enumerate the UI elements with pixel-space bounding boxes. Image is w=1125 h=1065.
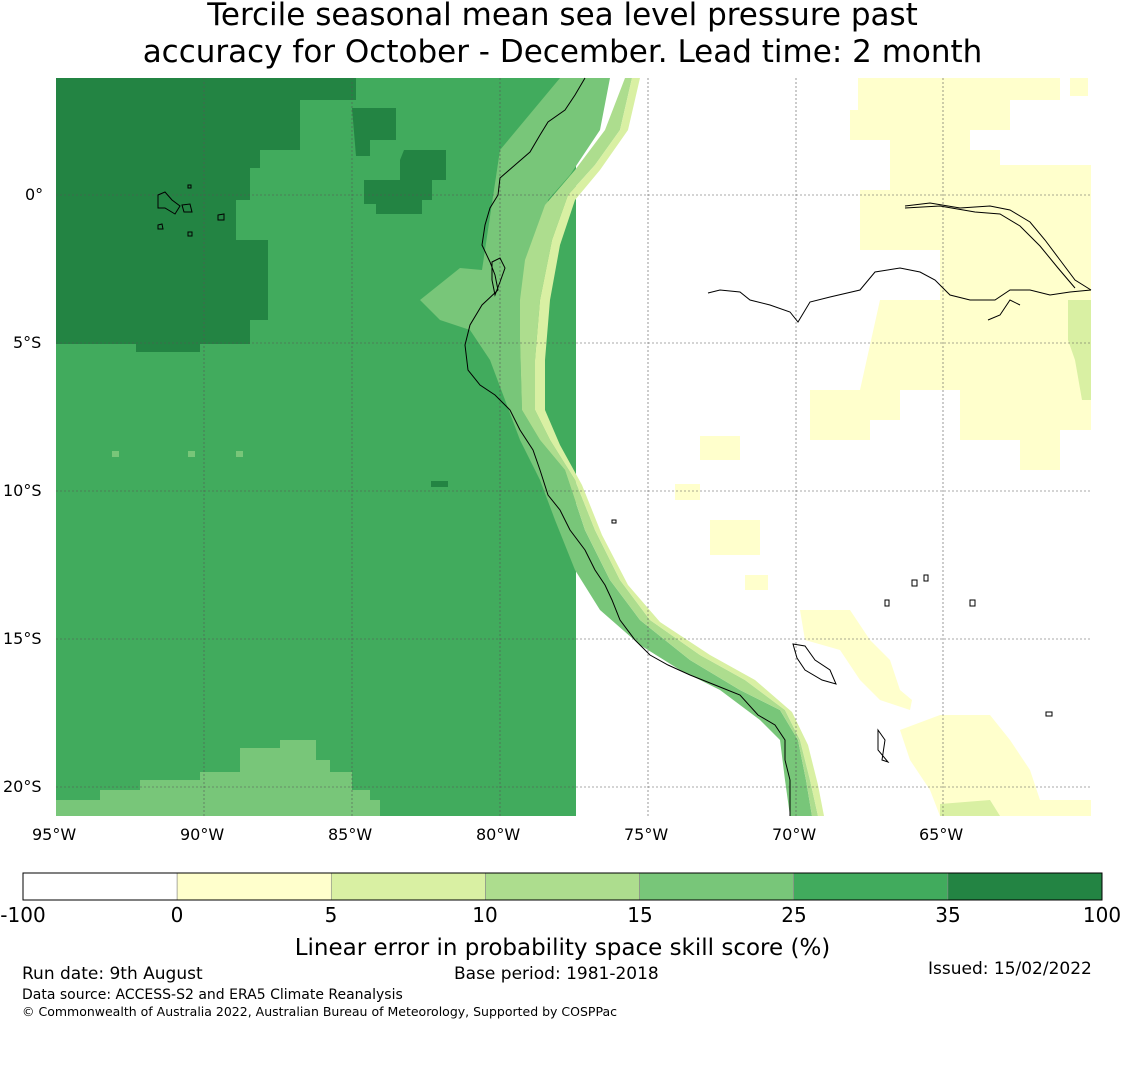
colorbar-tick: 25	[781, 903, 807, 927]
lake-titicaca	[792, 643, 837, 685]
lake-small-3	[923, 574, 929, 582]
region-5-10-east	[1068, 300, 1091, 400]
colorbar-segment	[22, 872, 178, 901]
region-15-25-southwest	[56, 740, 380, 816]
colorbar-tick: -100	[0, 903, 46, 927]
napo-river-branch	[904, 205, 1076, 289]
colorbar-tick: 5	[324, 903, 338, 927]
amazon-river	[707, 267, 1092, 323]
map-title-line2: accuracy for October - December. Lead ti…	[142, 34, 983, 70]
lake-small-6	[611, 519, 617, 524]
coastal-band-15-25	[420, 78, 812, 816]
lake-small-4	[969, 599, 976, 607]
colorbar-segment	[793, 872, 949, 901]
lake-poopo	[877, 728, 890, 764]
region-35-100-north	[352, 108, 396, 156]
colorbar-segment	[330, 872, 486, 901]
colorbar-segment	[639, 872, 795, 901]
coastlines	[157, 77, 1092, 816]
region-35-100-northwest	[56, 78, 356, 352]
pixel-15-25	[112, 451, 119, 457]
colorbar-tick: 15	[627, 903, 653, 927]
lat-label-15s: 15°S	[3, 629, 42, 648]
lon-label-85w: 85°W	[328, 825, 373, 844]
copyright: © Commonwealth of Australia 2022, Austra…	[22, 1004, 617, 1019]
gridlines	[56, 78, 1091, 816]
colorbar-segment	[947, 872, 1103, 901]
skill-field	[56, 78, 1091, 816]
colorbar-tick: 0	[170, 903, 184, 927]
galapagos-islands	[157, 184, 225, 237]
base-period: Base period: 1981-2018	[454, 964, 659, 984]
lon-label-75w: 75°W	[624, 825, 669, 844]
colorbar-label: Linear error in probability space skill …	[294, 935, 831, 961]
run-date: Run date: 9th August	[22, 964, 203, 984]
marañon-river	[987, 299, 1021, 321]
gulf-of-guayaquil	[491, 257, 506, 297]
pixel-15-25	[188, 451, 195, 457]
coastal-band-5-10	[535, 78, 824, 816]
region-0-5	[675, 78, 1091, 816]
colorbar-border	[22, 872, 1103, 901]
lon-label-70w: 70°W	[772, 825, 817, 844]
lon-label-65w: 65°W	[919, 825, 964, 844]
lon-label-80w: 80°W	[476, 825, 521, 844]
region-35-100-spot	[431, 481, 448, 487]
napo-river	[904, 202, 1092, 291]
map-title-line1: Tercile seasonal mean sea level pressure…	[207, 0, 918, 33]
lake-small-2	[911, 579, 918, 587]
lon-label-90w: 90°W	[180, 825, 225, 844]
coastline-south-america	[464, 77, 791, 816]
issued-date: Issued: 15/02/2022	[928, 959, 1092, 979]
lat-label-10s: 10°S	[3, 481, 42, 500]
lat-label-5s: 5°S	[13, 333, 42, 352]
colorbar-segment	[176, 872, 332, 901]
region-35-100-east	[364, 150, 446, 214]
colorbar-tick: 100	[1082, 903, 1122, 927]
colorbar-segment	[485, 872, 640, 901]
pixel-15-25	[236, 451, 243, 457]
colorbar-tick: 10	[472, 903, 498, 927]
colorbar-tick: 35	[935, 903, 961, 927]
data-source: Data source: ACCESS-S2 and ERA5 Climate …	[22, 987, 403, 1003]
lake-small-5	[1045, 711, 1053, 717]
lake-small-1	[884, 599, 890, 607]
lat-label-20s: 20°S	[3, 777, 42, 796]
colorbar	[22, 872, 1103, 901]
lon-label-95w: 95°W	[32, 825, 77, 844]
region-5-10-southeast	[940, 800, 1000, 816]
lat-label-0: 0°	[25, 185, 44, 204]
